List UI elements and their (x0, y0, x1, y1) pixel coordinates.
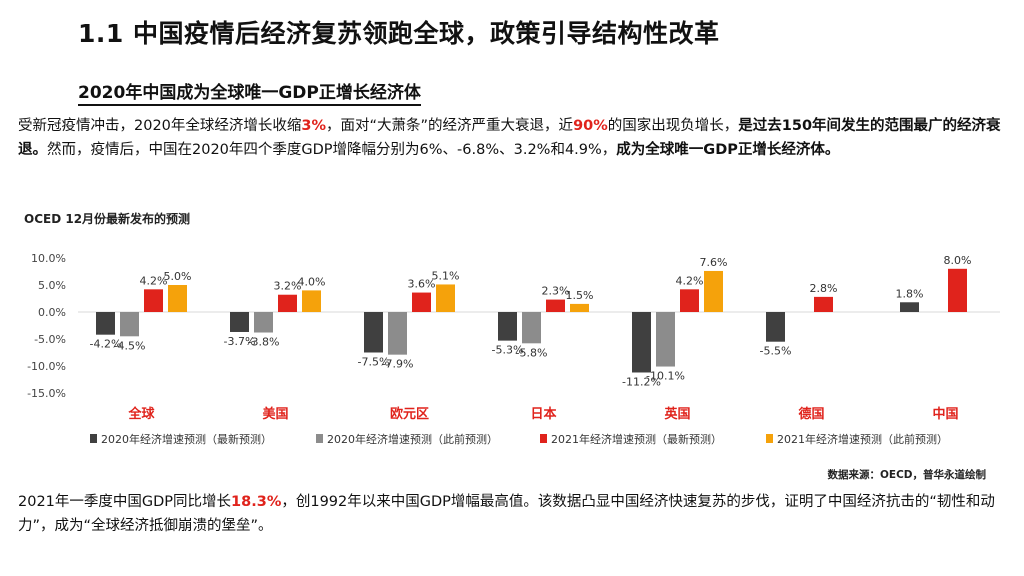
bar-3-2 (546, 299, 565, 312)
category-label: 欧元区 (390, 406, 429, 422)
intro-highlight-1: 3% (301, 118, 327, 134)
bar-2-2 (412, 292, 431, 312)
bar-3-0 (498, 312, 517, 341)
data-label: 8.0% (944, 254, 972, 267)
intro-bold-2: 成为全球唯一GDP正增长经济体。 (616, 142, 840, 158)
intro-text-2: ，面对“大萧条”的经济严重大衰退，近 (326, 118, 574, 134)
data-label: 7.6% (700, 256, 728, 269)
bar-1-0 (230, 312, 249, 332)
data-label: -11.2% (622, 375, 661, 388)
data-label: -5.8% (516, 346, 548, 359)
bar-4-2 (680, 289, 699, 312)
legend-swatch (766, 434, 773, 443)
bar-1-3 (302, 290, 321, 312)
intro-paragraph: 受新冠疫情冲击，2020年全球经济增长收缩3%，面对“大萧条”的经济严重大衰退，… (18, 114, 1010, 162)
intro-text-3: 的国家出现负增长， (607, 118, 739, 134)
intro-text-4: 然而，疫情后，中国在2020年四个季度GDP增降幅分别为6%、-6.8%、3.2… (47, 142, 617, 158)
intro-highlight-2: 90% (573, 118, 608, 134)
bar-5-2 (814, 296, 833, 312)
bar-1-2 (278, 294, 297, 312)
section-subtitle: 2020年中国成为全球唯一GDP正增长经济体 (78, 78, 421, 106)
intro-bold-1: 是过去150年间发生的范围最广的经济衰退。 (18, 118, 1001, 158)
bar-4-3 (704, 270, 723, 312)
bar-1-1 (254, 312, 273, 333)
bar-0-3 (168, 285, 187, 312)
bar-6-2 (948, 268, 967, 312)
data-label: 1.5% (566, 289, 594, 302)
data-label: 3.6% (408, 278, 436, 291)
y-tick-label: -10.0% (27, 360, 66, 373)
data-label: -3.8% (248, 336, 280, 349)
legend-label: 2021年经济增速预测（最新预测） (551, 432, 722, 446)
bar-0-0 (96, 312, 115, 335)
y-tick-label: -15.0% (27, 387, 66, 400)
legend-swatch (316, 434, 323, 443)
data-label: 5.1% (432, 269, 460, 282)
data-label: 4.2% (676, 274, 704, 287)
bar-2-0 (364, 312, 383, 353)
y-tick-label: 5.0% (38, 279, 66, 292)
legend-label: 2021年经济增速预测（此前预测） (777, 432, 948, 446)
outro-text-2: ，创1992年以来中国GDP增幅最高值。该数据凸显中国经济快速复苏的步伐，证明了… (18, 494, 995, 534)
bar-4-0 (632, 312, 651, 373)
data-label: -10.1% (646, 370, 685, 383)
data-label: -4.5% (114, 339, 146, 352)
data-label: 4.2% (140, 274, 168, 287)
legend-label: 2020年经济增速预测（最新预测） (101, 432, 272, 446)
bar-2-1 (388, 312, 407, 355)
data-label: -3.7% (224, 335, 256, 348)
data-source: 数据来源：OECD，普华永道绘制 (827, 469, 986, 481)
data-label: -7.9% (382, 358, 414, 371)
bar-3-1 (522, 312, 541, 344)
intro-text-1: 受新冠疫情冲击，2020年全球经济增长收缩 (18, 118, 302, 134)
y-tick-label: -5.0% (34, 333, 66, 346)
outro-text-1: 2021年一季度中国GDP同比增长 (18, 494, 232, 510)
category-label: 美国 (262, 406, 288, 422)
category-label: 中国 (932, 406, 958, 422)
bar-4-1 (656, 312, 675, 367)
category-label: 英国 (663, 406, 690, 422)
bar-3-3 (570, 303, 589, 312)
page-title: 1.1 中国疫情后经济复苏领跑全球，政策引导结构性改革 (78, 19, 720, 48)
category-label: 全球 (127, 406, 155, 422)
legend-swatch (540, 434, 547, 443)
outro-highlight: 18.3% (231, 494, 282, 510)
bar-2-3 (436, 284, 455, 312)
data-label: -7.5% (358, 356, 390, 369)
category-label: 德国 (798, 406, 824, 422)
legend-swatch (90, 434, 97, 443)
data-label: 2.3% (542, 285, 570, 298)
data-label: 4.0% (298, 275, 326, 288)
y-tick-label: 10.0% (31, 252, 66, 265)
y-tick-label: 0.0% (38, 306, 66, 319)
bar-0-2 (144, 289, 163, 312)
gdp-forecast-chart: 10.0% 5.0% 0.0% -5.0% -10.0% -15.0% -4.2%-4.5%… (27, 252, 1000, 446)
data-label: -5.3% (492, 344, 524, 357)
data-label: -4.2% (90, 338, 122, 351)
legend-label: 2020年经济增速预测（此前预测） (327, 432, 498, 446)
data-label: -5.5% (760, 345, 792, 358)
bar-5-0 (766, 312, 785, 342)
data-label: 5.0% (164, 270, 192, 283)
bar-6-0 (900, 302, 919, 312)
data-label: 1.8% (896, 287, 924, 300)
data-label: 3.2% (274, 280, 302, 293)
category-label: 日本 (530, 406, 556, 422)
chart-title: OCED 12月份最新发布的预测 (24, 212, 191, 226)
bar-0-1 (120, 312, 139, 337)
outro-paragraph: 2021年一季度中国GDP同比增长18.3%，创1992年以来中国GDP增幅最高… (18, 490, 1010, 538)
data-label: 2.8% (810, 282, 838, 295)
